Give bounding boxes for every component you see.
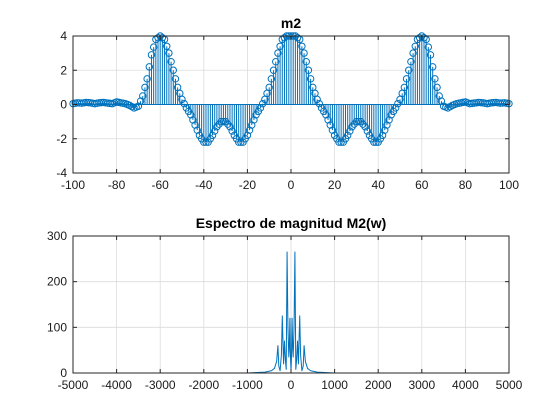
- x-tick-label: 4000: [452, 378, 479, 392]
- x-tick-label: 40: [372, 178, 386, 192]
- x-tick-label: -80: [108, 178, 126, 192]
- x-tick-label: -40: [195, 178, 213, 192]
- y-tick-label: -4: [56, 166, 67, 180]
- x-tick-label: 20: [328, 178, 342, 192]
- bottom-axes: -5000 -4000 -3000 -2000 -1000 0 1000 2000 3000 40…: [47, 215, 523, 392]
- x-tick-label: 0: [288, 178, 295, 192]
- y-tick-label: 0: [60, 98, 67, 112]
- y-tick-label: 200: [47, 275, 67, 289]
- x-tick-label: 5000: [496, 378, 523, 392]
- y-tick-label: 2: [60, 63, 67, 77]
- x-tick-label: -3000: [145, 378, 176, 392]
- y-tick-label: -2: [56, 132, 67, 146]
- x-tick-label: 2000: [365, 378, 392, 392]
- x-tick-label: -2000: [188, 378, 219, 392]
- x-tick-label: 1000: [321, 378, 348, 392]
- x-tick-label: -100: [61, 178, 85, 192]
- bottom-title: Espectro de magnitud M2(w): [196, 215, 387, 231]
- x-tick-label: 3000: [408, 378, 435, 392]
- x-tick-label: -5000: [58, 378, 89, 392]
- x-tick-label: -4000: [101, 378, 132, 392]
- x-tick-label: 0: [288, 378, 295, 392]
- y-tick-label: 4: [60, 29, 67, 43]
- x-tick-label: -60: [152, 178, 170, 192]
- y-tick-label: 0: [60, 366, 67, 380]
- bottom-x-tick-labels: -5000 -4000 -3000 -2000 -1000 0 1000 2000 3000 40…: [58, 378, 523, 392]
- x-tick-label: 80: [459, 178, 473, 192]
- x-tick-label: -1000: [232, 378, 263, 392]
- x-tick-label: 60: [415, 178, 429, 192]
- y-tick-label: 300: [47, 229, 67, 243]
- x-tick-label: -20: [239, 178, 257, 192]
- top-title: m2: [281, 15, 301, 31]
- y-tick-label: 100: [47, 320, 67, 334]
- x-tick-label: 100: [499, 178, 519, 192]
